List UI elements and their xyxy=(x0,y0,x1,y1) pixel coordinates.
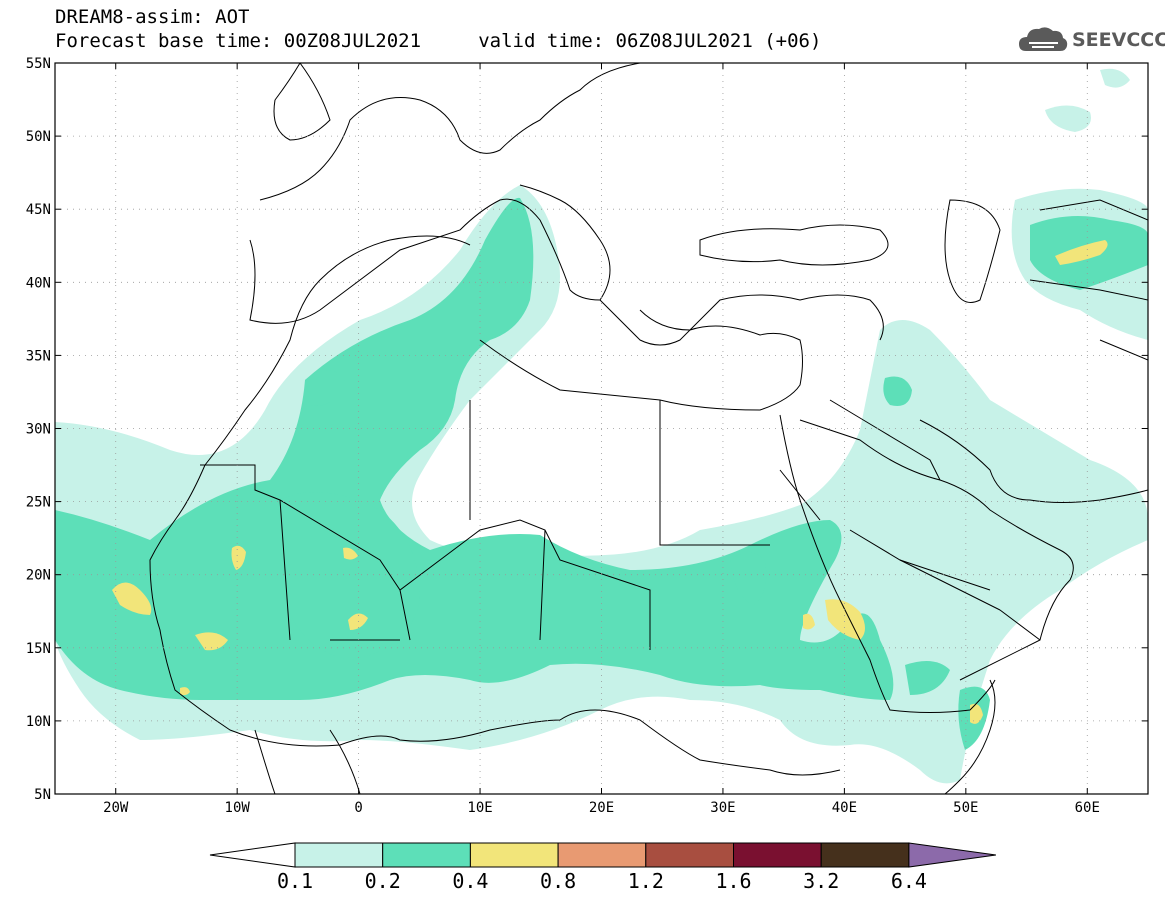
colorbar-label: 6.4 xyxy=(891,869,927,893)
aot-band-iran-light xyxy=(1100,68,1130,88)
lat-label: 30N xyxy=(26,422,51,438)
lon-label: 30E xyxy=(710,800,735,816)
lon-label: 0 xyxy=(354,800,362,816)
colorbar-legend: 0.1 0.2 0.4 0.8 1.2 1.6 3.2 6.4 xyxy=(209,842,996,893)
aot-patch-caspian-yellow xyxy=(1055,240,1108,265)
colorbar-label: 1.2 xyxy=(628,869,664,893)
aot-patch-sudan-green xyxy=(730,552,767,605)
logo-text: SEEVCCC xyxy=(1072,29,1165,51)
coastline-britain xyxy=(273,63,331,141)
colorbar-label: 0.8 xyxy=(540,869,576,893)
cloud-icon xyxy=(1019,27,1068,51)
aot-patch-mali-yellow1 xyxy=(343,547,358,560)
aot-patch-sudan-yellow xyxy=(803,613,815,630)
colorbar-swatch xyxy=(733,842,822,868)
aot-patch-yemen-green xyxy=(905,661,950,695)
aot-patch-senegal-yellow xyxy=(112,582,152,615)
lon-label: 60E xyxy=(1075,800,1100,816)
lon-label: 20E xyxy=(589,800,614,816)
coastline-north-europe xyxy=(259,63,641,201)
aot-patch-somalia-yellow xyxy=(970,703,983,724)
colorbar-swatch xyxy=(469,842,559,868)
lat-label: 35N xyxy=(26,348,51,364)
colorbar-swatch xyxy=(557,842,647,868)
colorbar-over-arrow xyxy=(908,842,996,868)
lon-label: 10W xyxy=(225,800,251,816)
lat-label: 10N xyxy=(26,714,51,730)
lat-label: 40N xyxy=(26,275,51,291)
lat-label: 25N xyxy=(26,495,51,511)
lat-label: 55N xyxy=(26,56,51,72)
colorbar-label: 1.6 xyxy=(715,869,751,893)
coastline-mediterranean xyxy=(479,309,803,411)
aot-band-sahara-green xyxy=(55,197,894,700)
aot-patch-iraq-green xyxy=(883,376,912,406)
colorbar-swatch xyxy=(645,842,734,868)
axis-ticks xyxy=(55,62,1148,795)
lon-labels: 20W 10W 0 10E 20E 30E 40E 50E 60E xyxy=(103,800,1100,816)
coastline-europe xyxy=(249,184,884,346)
colorbar-swatch xyxy=(294,842,384,868)
colorbar-label: 3.2 xyxy=(803,869,839,893)
lon-label: 10E xyxy=(467,800,492,816)
coastline-west-africa xyxy=(149,235,841,776)
lon-label: 20W xyxy=(103,800,129,816)
lon-label: 50E xyxy=(953,800,978,816)
lat-label: 5N xyxy=(34,787,51,803)
colorbar-under-arrow xyxy=(209,842,296,868)
aot-patch-mali-green xyxy=(280,492,420,660)
aot-band-kazakh-light xyxy=(1045,105,1091,132)
border-central-asia xyxy=(1029,199,1148,361)
graticule xyxy=(55,63,1148,794)
lat-label: 45N xyxy=(26,202,51,218)
aot-contour-0.2 xyxy=(55,197,1148,750)
border-arabia xyxy=(829,399,1041,641)
coastline-horn xyxy=(944,679,996,794)
seevccc-logo: SEEVCCC xyxy=(1018,24,1165,56)
lat-label: 20N xyxy=(26,568,51,584)
aot-patch-mali-yellow2 xyxy=(348,613,368,630)
lat-labels: 55N 50N 45N 40N 35N 30N 25N 20N 15N 10N 5N xyxy=(26,56,51,803)
coastline-persian-gulf xyxy=(919,419,1148,503)
coastline-caspian xyxy=(944,199,1001,303)
colorbar-label: 0.1 xyxy=(277,869,313,893)
lon-label: 40E xyxy=(832,800,857,816)
colorbar-label: 0.4 xyxy=(452,869,488,893)
chart-title: DREAM8-assim: AOT xyxy=(55,6,250,28)
aot-patch-mauritania-yellow xyxy=(231,545,246,570)
aot-patch-morocco-green xyxy=(305,370,345,406)
forecast-times: Forecast base time: 00Z08JUL2021 valid t… xyxy=(55,30,822,52)
colorbar-swatch xyxy=(382,842,471,868)
colorbar-swatch xyxy=(820,842,910,868)
aot-patch-guinea-yellow xyxy=(195,632,228,651)
lat-label: 50N xyxy=(26,129,51,145)
lat-label: 15N xyxy=(26,641,51,657)
colorbar-label: 0.2 xyxy=(365,869,401,893)
coastline-gulf-guinea xyxy=(254,729,361,794)
coastline-black-sea xyxy=(699,224,889,266)
aot-patch-liberia-yellow xyxy=(180,687,190,696)
coastline-red-sea xyxy=(779,414,996,713)
